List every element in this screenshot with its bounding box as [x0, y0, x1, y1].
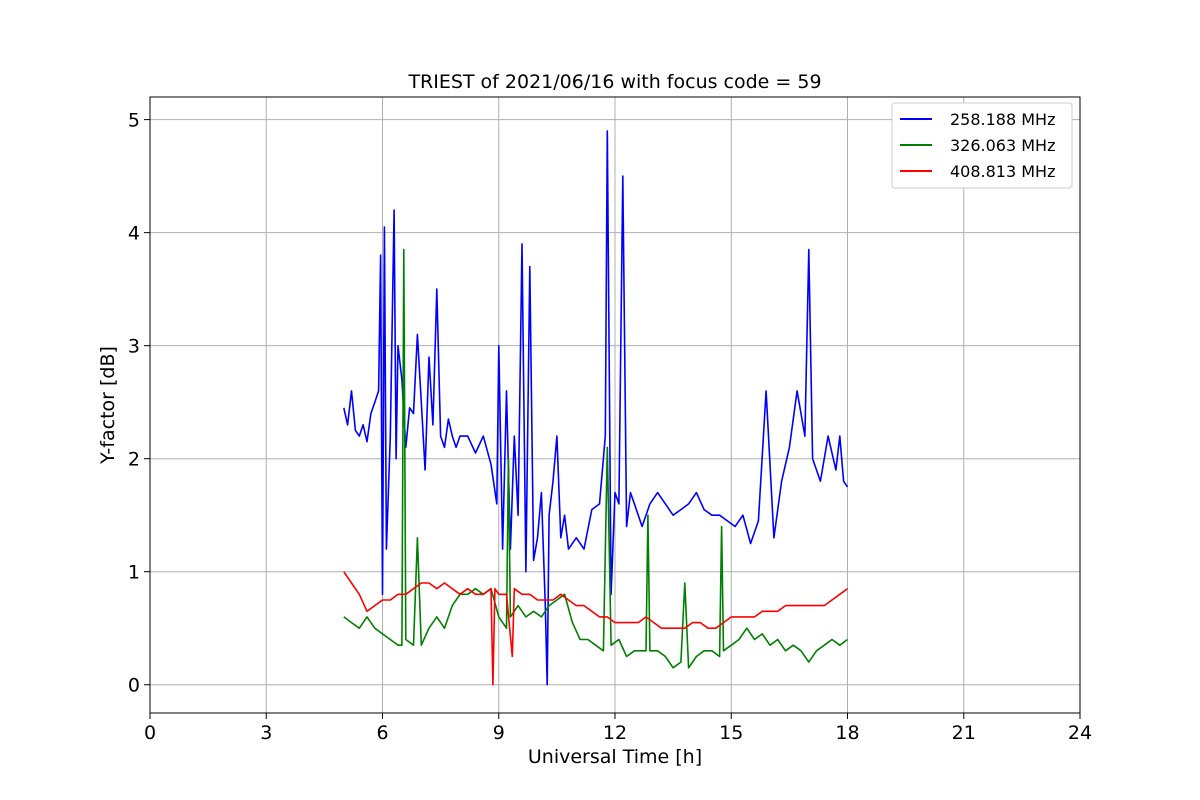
y-tick-label: 5 [128, 110, 140, 132]
legend-label: 258.188 MHz [950, 110, 1055, 129]
x-tick-label: 0 [144, 722, 156, 744]
x-tick-label: 3 [260, 722, 272, 744]
legend: 258.188 MHz 326.063 MHz 408.813 MHz [891, 102, 1073, 189]
chart-title: TRIEST of 2021/06/16 with focus code = 5… [407, 71, 821, 93]
x-tick-label: 18 [835, 722, 859, 744]
legend-box [891, 102, 1073, 189]
y-tick-label: 1 [128, 562, 140, 584]
x-tick-label: 9 [493, 722, 505, 744]
y-tick-label: 2 [128, 449, 140, 471]
y-tick-label: 4 [128, 223, 140, 245]
plot-series [343, 130, 849, 686]
y-tick-label: 3 [128, 336, 140, 358]
x-tick-label: 24 [1068, 722, 1092, 744]
x-tick-label: 15 [719, 722, 743, 744]
series-line-2 [343, 248, 848, 669]
series-line-3 [343, 571, 848, 686]
x-tick-label: 6 [376, 722, 388, 744]
x-tick-label: 12 [603, 722, 627, 744]
y-tick-label: 0 [128, 675, 140, 697]
x-axis-label: Universal Time [h] [528, 746, 702, 768]
legend-label: 326.063 MHz [950, 136, 1055, 155]
series-line-1 [343, 130, 849, 686]
x-tick-label: 21 [952, 722, 976, 744]
y-axis-label: Y-factor [dB] [97, 346, 119, 465]
legend-label: 408.813 MHz [950, 162, 1055, 181]
